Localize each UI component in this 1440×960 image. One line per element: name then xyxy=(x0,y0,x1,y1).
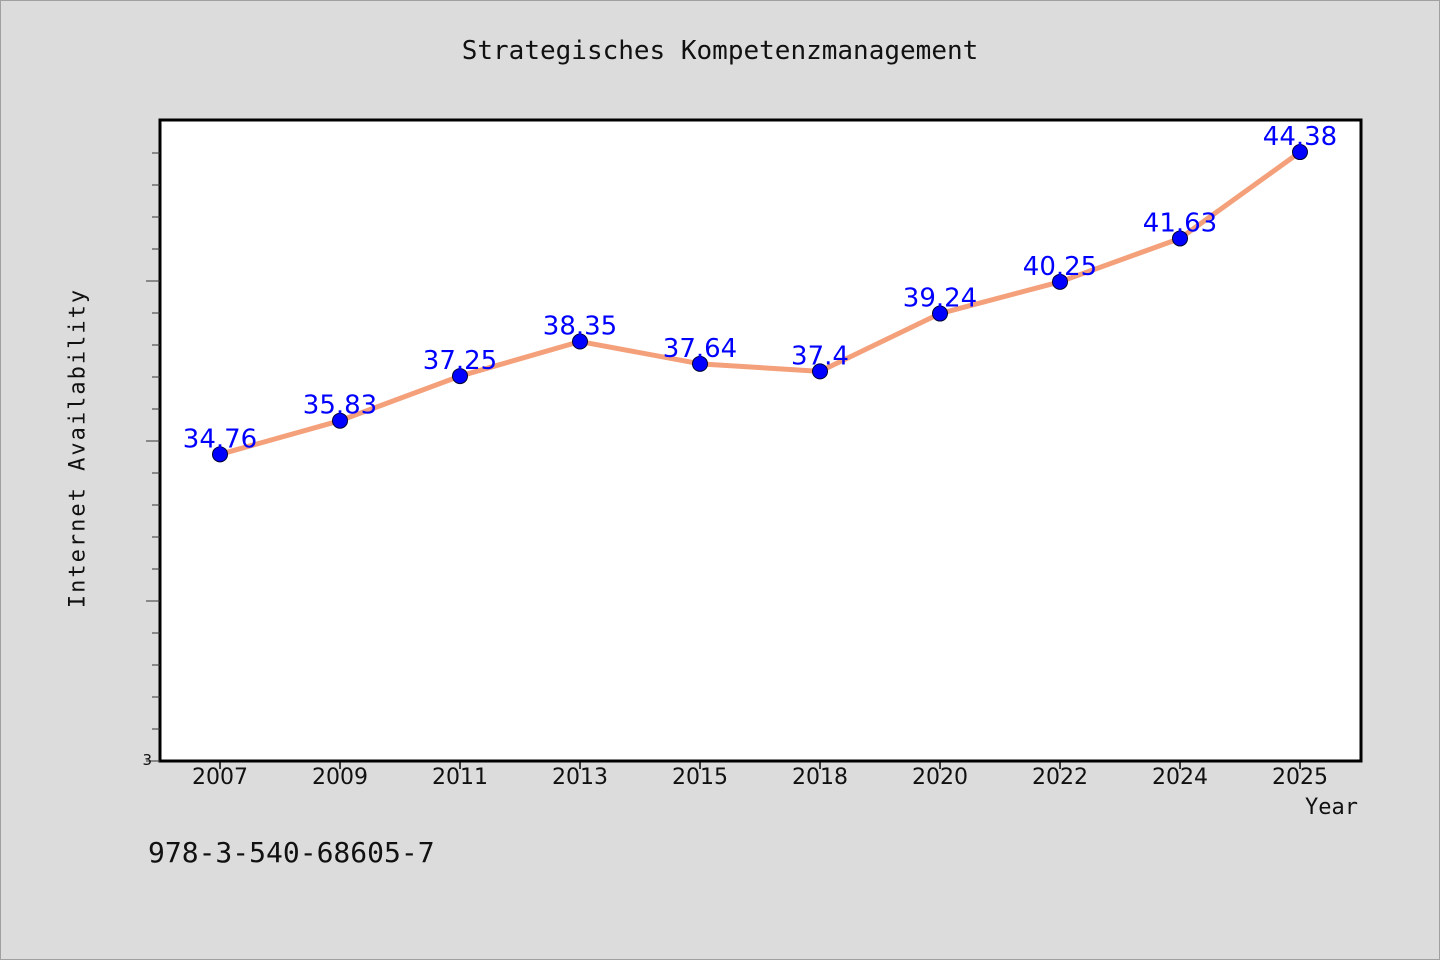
x-tick-label: 2020 xyxy=(912,765,968,790)
x-tick-label: 2024 xyxy=(1152,765,1208,790)
data-point xyxy=(1292,144,1308,161)
data-point xyxy=(212,446,228,463)
data-point xyxy=(1172,230,1188,247)
data-label: 34.76 xyxy=(183,424,257,454)
data-point xyxy=(572,333,588,350)
data-label: 44.38 xyxy=(1263,122,1337,152)
x-axis-title: Year xyxy=(1305,795,1358,820)
data-label: 35.83 xyxy=(303,391,377,421)
x-tick-label: 2018 xyxy=(792,765,848,790)
data-label: 37.25 xyxy=(423,346,497,376)
x-tick-label: 2007 xyxy=(192,765,248,790)
data-point xyxy=(1052,273,1068,290)
data-label: 39.24 xyxy=(903,284,977,314)
chart-title: Strategisches Kompetenzmanagement xyxy=(461,36,979,66)
data-point xyxy=(812,363,828,380)
data-label: 37.4 xyxy=(791,341,849,371)
x-tick-label: 2015 xyxy=(672,765,728,790)
y-tick-label: 3 xyxy=(142,751,152,769)
footer-code: 978-3-540-68605-7 xyxy=(148,836,435,869)
data-label: 40.25 xyxy=(1023,252,1097,282)
data-point xyxy=(332,412,348,429)
x-tick-label: 2025 xyxy=(1272,765,1328,790)
x-tick-label: 2013 xyxy=(552,765,608,790)
x-tick-label: 2011 xyxy=(432,765,488,790)
data-label: 38.35 xyxy=(543,312,617,342)
data-label: 37.64 xyxy=(663,334,737,364)
data-label: 41.63 xyxy=(1143,208,1217,238)
data-point xyxy=(932,305,948,322)
data-point xyxy=(452,368,468,385)
series-line xyxy=(217,149,1303,457)
plot-area xyxy=(158,118,1363,763)
data-point xyxy=(692,355,708,372)
x-tick-label: 2009 xyxy=(312,765,368,790)
x-tick-label: 2022 xyxy=(1032,765,1088,790)
